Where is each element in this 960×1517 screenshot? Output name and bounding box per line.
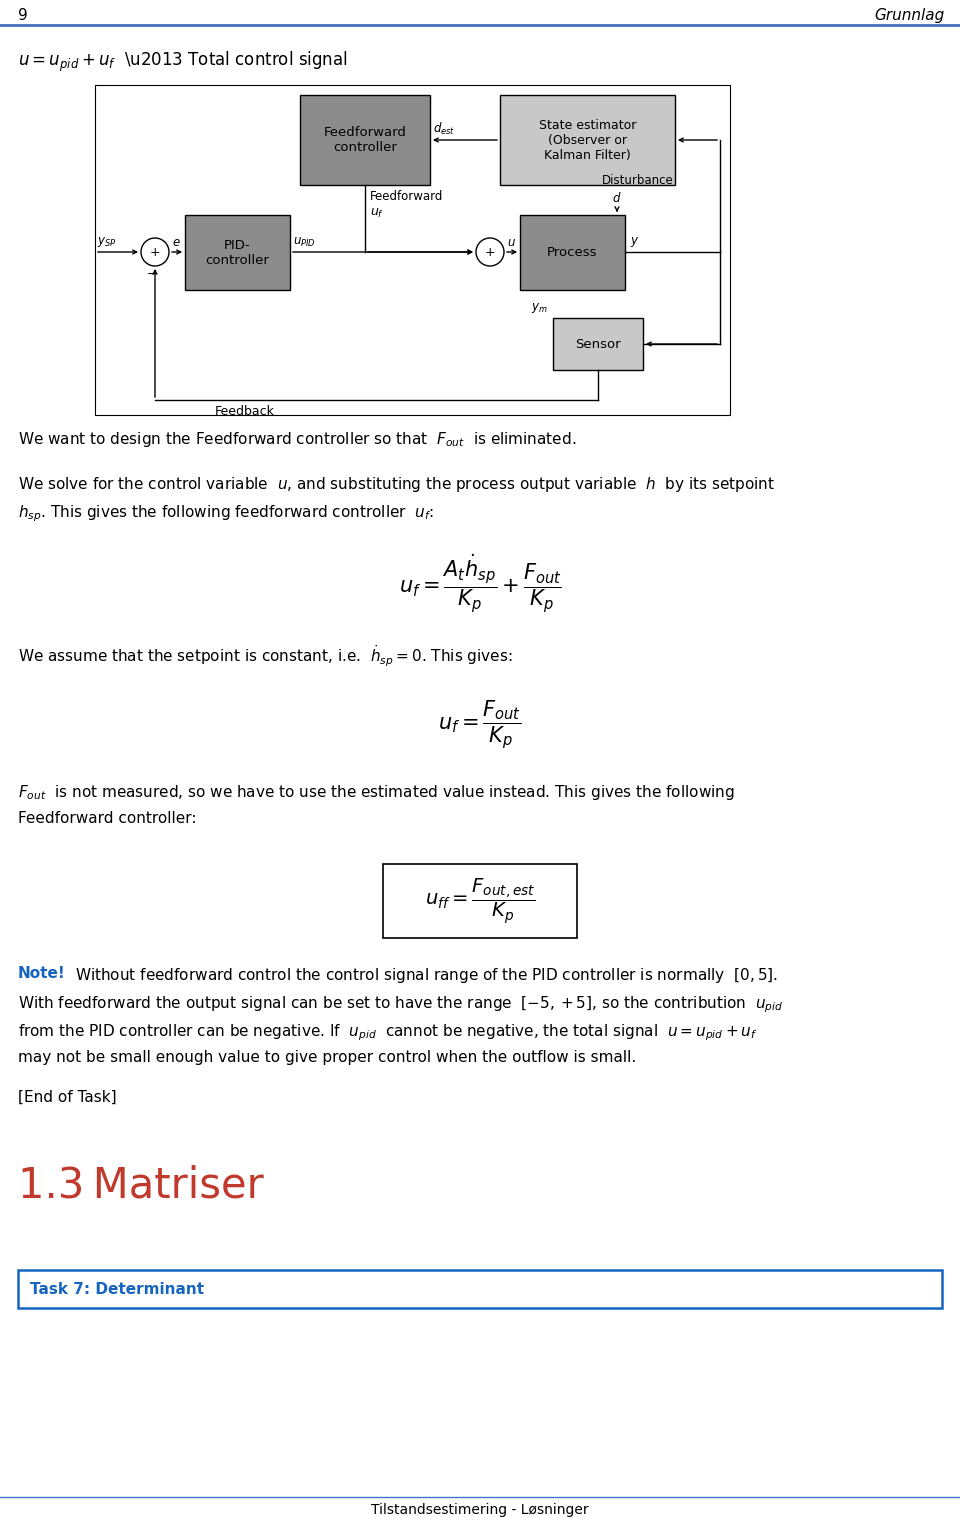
FancyBboxPatch shape	[500, 96, 675, 185]
Text: Without feedforward control the control signal range of the PID controller is no: Without feedforward control the control …	[75, 966, 778, 985]
FancyBboxPatch shape	[553, 319, 643, 370]
Text: $y$: $y$	[630, 235, 639, 249]
Text: $u_f = \dfrac{F_{out}}{K_p}$: $u_f = \dfrac{F_{out}}{K_p}$	[439, 698, 521, 751]
FancyBboxPatch shape	[185, 215, 290, 290]
Text: Process: Process	[547, 246, 598, 259]
Circle shape	[476, 238, 504, 265]
Text: We want to design the Feedforward controller so that  $F_{out}$  is eliminated.: We want to design the Feedforward contro…	[18, 429, 576, 449]
Circle shape	[141, 238, 169, 265]
FancyBboxPatch shape	[300, 96, 430, 185]
Text: Note!: Note!	[18, 966, 65, 981]
Text: $u = u_{pid} + u_f$  \u2013 Total control signal: $u = u_{pid} + u_f$ \u2013 Total control…	[18, 50, 348, 74]
Text: 1.3 Matriser: 1.3 Matriser	[18, 1165, 264, 1208]
Text: $y_{SP}$: $y_{SP}$	[97, 235, 116, 249]
Text: $u_f$: $u_f$	[370, 206, 384, 220]
Text: With feedforward the output signal can be set to have the range  $[-5,+5]$, so t: With feedforward the output signal can b…	[18, 994, 783, 1015]
FancyBboxPatch shape	[18, 1270, 942, 1308]
Text: −: −	[147, 269, 157, 281]
Text: $d$: $d$	[612, 191, 621, 205]
Text: Feedforward controller:: Feedforward controller:	[18, 812, 197, 825]
FancyBboxPatch shape	[383, 865, 577, 938]
Text: $u_{ff} = \dfrac{F_{out,est}}{K_p}$: $u_{ff} = \dfrac{F_{out,est}}{K_p}$	[424, 877, 536, 925]
Text: $e$: $e$	[172, 237, 180, 249]
Text: Feedforward: Feedforward	[370, 190, 444, 203]
Text: Feedforward
controller: Feedforward controller	[324, 126, 406, 155]
Text: $u_f = \dfrac{A_t\dot{h}_{sp}}{K_p} + \dfrac{F_{out}}{K_p}$: $u_f = \dfrac{A_t\dot{h}_{sp}}{K_p} + \d…	[398, 554, 562, 616]
Text: [End of Task]: [End of Task]	[18, 1091, 116, 1104]
Text: We solve for the control variable  $u$, and substituting the process output vari: We solve for the control variable $u$, a…	[18, 475, 776, 495]
Text: may not be small enough value to give proper control when the outflow is small.: may not be small enough value to give pr…	[18, 1050, 636, 1065]
Text: Grunnlag: Grunnlag	[875, 8, 945, 23]
Text: $u_{PID}$: $u_{PID}$	[293, 237, 316, 249]
Text: Disturbance: Disturbance	[602, 174, 674, 187]
Text: +: +	[485, 246, 495, 258]
Text: 9: 9	[18, 8, 28, 23]
Text: Tilstandsestimering - Løsninger: Tilstandsestimering - Løsninger	[372, 1503, 588, 1517]
Text: Task 7: Determinant: Task 7: Determinant	[30, 1282, 204, 1297]
Text: Sensor: Sensor	[575, 337, 621, 350]
Text: $F_{out}$  is not measured, so we have to use the estimated value instead. This : $F_{out}$ is not measured, so we have to…	[18, 783, 734, 802]
FancyBboxPatch shape	[520, 215, 625, 290]
Text: We assume that the setpoint is constant, i.e.  $\dot{h}_{sp} = 0$. This gives:: We assume that the setpoint is constant,…	[18, 643, 513, 669]
Text: $u$: $u$	[507, 237, 516, 249]
Text: State estimator
(Observer or
Kalman Filter): State estimator (Observer or Kalman Filt…	[539, 118, 636, 161]
Text: +: +	[150, 246, 160, 258]
Text: $h_{sp}$. This gives the following feedforward controller  $u_f$:: $h_{sp}$. This gives the following feedf…	[18, 504, 434, 523]
Text: from the PID controller can be negative. If  $u_{pid}$  cannot be negative, the : from the PID controller can be negative.…	[18, 1022, 757, 1042]
Text: $d_{est}$: $d_{est}$	[433, 121, 455, 137]
Text: PID-
controller: PID- controller	[205, 238, 270, 267]
Text: Feedback: Feedback	[215, 405, 275, 419]
Text: $y_m$: $y_m$	[531, 300, 548, 316]
